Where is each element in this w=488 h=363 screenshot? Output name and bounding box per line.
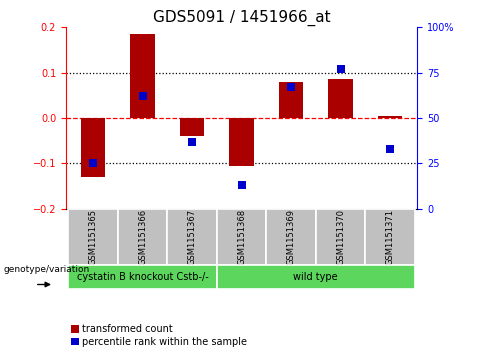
Point [89,160,97,166]
Bar [266,209,316,265]
Bar [217,209,266,265]
Text: GSM1151368: GSM1151368 [237,209,246,265]
Title: GDS5091 / 1451966_at: GDS5091 / 1451966_at [153,10,330,26]
Bar [180,118,204,136]
Bar [118,209,167,265]
Bar [68,265,217,289]
Text: cystatin B knockout Cstb-/-: cystatin B knockout Cstb-/- [77,272,208,282]
Text: genotype/variation: genotype/variation [3,265,89,274]
Text: GSM1151366: GSM1151366 [138,209,147,265]
Bar [81,118,105,177]
Point [139,93,146,99]
Bar [217,265,415,289]
Bar [279,82,304,118]
Legend: transformed count, percentile rank within the sample: transformed count, percentile rank withi… [71,324,247,347]
Point [238,182,245,188]
Text: GSM1151365: GSM1151365 [89,209,98,265]
Bar [378,116,403,118]
Point [188,139,196,144]
Bar [328,79,353,118]
Bar [229,118,254,166]
Point [386,146,394,152]
Text: GSM1151369: GSM1151369 [286,209,296,265]
Bar [68,209,118,265]
Bar [130,34,155,118]
Point [337,66,345,72]
Bar [167,209,217,265]
Text: GSM1151371: GSM1151371 [386,209,394,265]
Point [287,84,295,90]
Text: GSM1151370: GSM1151370 [336,209,345,265]
Text: wild type: wild type [293,272,338,282]
Text: GSM1151367: GSM1151367 [187,209,197,265]
Bar [366,209,415,265]
Bar [316,209,366,265]
